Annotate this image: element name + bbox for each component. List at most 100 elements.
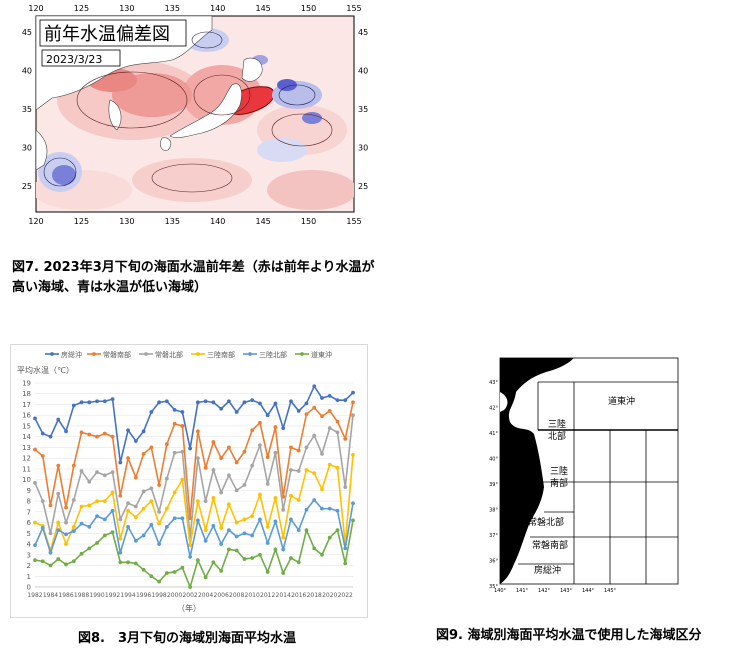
fig8-x-tick-label: 2004 xyxy=(198,592,213,599)
fig8-data-point xyxy=(157,579,161,584)
fig7-title: 前年水温偏差図 xyxy=(44,24,170,45)
fig8-data-point xyxy=(242,449,247,454)
fig8-data-point xyxy=(164,571,169,575)
fig8-data-point xyxy=(327,426,332,430)
fig7-title-box xyxy=(39,19,187,47)
fig8-x-tick-label: 2006 xyxy=(214,592,229,599)
fig8-x-tick-label: 2010 xyxy=(245,592,260,599)
fig8-data-point xyxy=(211,400,216,405)
fig8-data-point xyxy=(320,451,324,456)
fig8-data-point xyxy=(227,502,231,507)
fig8-legend-item: 道東沖 xyxy=(295,350,332,359)
fig8-legend-marker xyxy=(196,352,200,356)
fig8-data-point xyxy=(335,398,340,403)
fig7-lon-tick-bottom: 135 xyxy=(165,217,180,226)
fig8-data-point xyxy=(118,460,123,465)
fig8-data-point xyxy=(79,400,84,405)
fig8-data-point xyxy=(110,470,115,475)
fig8-data-point xyxy=(351,453,355,457)
fig8-data-point xyxy=(180,410,185,414)
fig9-lat-tick: 43° xyxy=(489,380,498,386)
fig9-lon-tick: 143° xyxy=(560,588,573,594)
fig8-series-4 xyxy=(33,498,355,559)
fig8-data-point xyxy=(203,528,208,532)
fig8-data-point xyxy=(64,429,68,434)
fig8-data-point xyxy=(265,541,270,545)
fig8-data-point xyxy=(56,463,61,468)
fig8-data-point xyxy=(258,443,262,448)
fig8-data-point xyxy=(242,557,247,561)
fig8-data-point xyxy=(289,445,293,450)
fig8-legend-marker xyxy=(92,352,96,356)
fig9-region-boso: 房総沖 xyxy=(534,564,561,576)
fig8-data-point xyxy=(56,557,61,561)
fig7-caption: 図7. 2023年3月下旬の海面水温前年差（赤は前年より水温が 高い海域、青は水… xyxy=(12,258,412,298)
fig8-data-point xyxy=(40,431,45,436)
fig9-lon-tick: 140° xyxy=(494,588,507,594)
fig8-data-point xyxy=(141,489,146,494)
fig8-y-tick-label: 16 xyxy=(22,412,31,420)
fig8-data-point xyxy=(48,563,53,568)
fig8-data-point xyxy=(327,393,332,398)
fig8-data-point xyxy=(149,574,154,579)
fig7-lat-tick-right: 35 xyxy=(358,105,368,114)
fig8-data-point xyxy=(312,471,317,476)
fig8-data-point xyxy=(219,568,224,573)
fig7-lon-tick-top: 150 xyxy=(301,4,316,13)
fig8-data-point xyxy=(180,477,185,482)
fig8-data-point xyxy=(203,465,208,470)
fig8-data-point xyxy=(234,534,239,539)
fig8-data-point xyxy=(258,517,262,522)
fig8-data-point xyxy=(141,506,146,511)
fig8-data-point xyxy=(172,421,177,426)
fig8-data-point xyxy=(351,390,355,395)
fig8-data-point xyxy=(335,528,340,532)
fig8-data-point xyxy=(157,400,161,405)
fig7-lon-tick-bottom: 140 xyxy=(210,217,225,226)
fig8-data-point xyxy=(110,434,115,439)
fig8-data-point xyxy=(335,508,340,513)
fig8-data-point xyxy=(64,542,68,546)
fig8-data-point xyxy=(149,486,154,491)
fig8-legend-marker xyxy=(50,352,54,356)
fig8-data-point xyxy=(164,399,169,404)
fig8-data-point xyxy=(320,414,324,419)
fig8-y-tick-label: 2 xyxy=(27,562,31,570)
fig7-lon-tick-bottom: 155 xyxy=(346,217,361,226)
fig8-data-point xyxy=(335,430,340,435)
fig8-x-tick-label: 1996 xyxy=(136,592,151,599)
fig8-y-tick-label: 10 xyxy=(22,476,31,484)
fig8-data-point xyxy=(312,384,317,389)
fig8-data-point xyxy=(273,547,278,552)
fig8-x-tick-label: 1992 xyxy=(105,592,120,599)
fig7-lat-tick-left: 25 xyxy=(22,182,32,191)
fig8-data-point xyxy=(149,522,154,527)
fig8-data-point xyxy=(180,516,185,521)
fig8-data-point xyxy=(56,528,61,532)
fig9-lat-ticks: 43° 42° 41° 40° 39° 38° 37° 36° 35° xyxy=(489,380,498,590)
fig8-data-point xyxy=(320,396,324,400)
fig8-data-point xyxy=(149,499,154,504)
fig8-series-0 xyxy=(33,384,355,465)
fig8-data-point xyxy=(296,528,301,532)
fig8-data-point xyxy=(219,456,224,461)
fig7-lon-tick-top: 120 xyxy=(28,4,43,13)
fig8-data-point xyxy=(304,528,309,532)
fig8-x-tick-label: 2000 xyxy=(167,592,182,599)
fig9-lon-tick: 144° xyxy=(582,588,595,594)
fig8-data-point xyxy=(219,406,224,411)
fig9-region-sanriku-south-1: 三陸 xyxy=(550,465,568,477)
fig8-data-point xyxy=(304,445,309,450)
fig9-lat-tick: 39° xyxy=(489,482,498,488)
fig8-data-point xyxy=(172,490,177,495)
fig9-caption: 図9. 海域別海面平均水温で使用した海域区分 xyxy=(436,628,702,643)
fig8-x-tick-label: 2012 xyxy=(260,592,275,599)
fig8-y-tick-label: 15 xyxy=(22,422,31,430)
fig8-data-point xyxy=(110,508,115,513)
fig8-data-point xyxy=(250,514,255,519)
fig8-data-point xyxy=(289,399,293,404)
fig8-data-point xyxy=(250,533,255,538)
fig9-strait xyxy=(500,392,508,412)
fig9-map: 道東沖 三陸 北部 三陸 南部 常磐北部 常磐南部 房総沖 43° 42° 41° 4… xyxy=(484,352,684,597)
